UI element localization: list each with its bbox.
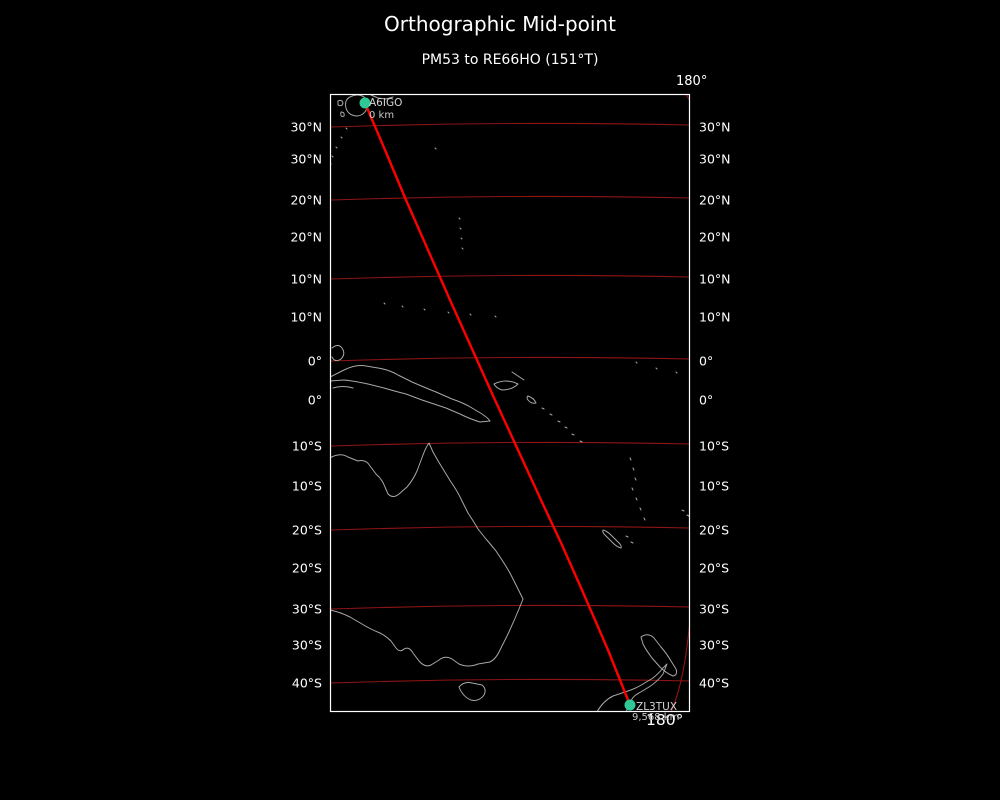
- lat-label-right: 10°S: [699, 438, 730, 454]
- lat-label-right: 30°N: [699, 151, 731, 167]
- page-title: Orthographic Mid-point: [384, 12, 616, 36]
- lat-label-left: 30°N: [290, 151, 322, 167]
- lat-label-left: 0°: [307, 392, 322, 408]
- end-distance-label: 9,568 km: [632, 712, 680, 723]
- graticule-parallel: [330, 122, 690, 128]
- lat-label-left: 30°S: [291, 601, 322, 617]
- lat-label-right: 40°S: [699, 675, 730, 691]
- graticule-parallel: [330, 274, 690, 280]
- lat-label-right: 30°S: [699, 637, 730, 653]
- lat-label-left: 10°N: [290, 309, 322, 325]
- graticule-parallel: [330, 356, 690, 362]
- lat-label-right: 30°N: [699, 119, 731, 135]
- lat-label-left: 20°S: [291, 522, 322, 538]
- graticule-lines: [330, 122, 690, 684]
- end-marker-dot: [624, 699, 636, 711]
- great-circle-path: [363, 102, 632, 706]
- lat-label-right: 20°S: [699, 560, 730, 576]
- meridian-label-top: 180°: [676, 74, 708, 89]
- lat-label-right: 20°N: [699, 192, 731, 208]
- lat-label-right: 30°S: [699, 601, 730, 617]
- lat-label-left: 10°S: [291, 438, 322, 454]
- meridian-label-bottom: 180°: [646, 711, 684, 729]
- start-distance-label: 0 km: [369, 110, 395, 121]
- meridian-180-line: [670, 94, 690, 712]
- lat-label-left: 20°N: [290, 192, 322, 208]
- map-frame: [329, 93, 691, 713]
- end-callsign-label: ZL3TUX: [636, 701, 678, 713]
- graticule-parallel: [330, 441, 690, 447]
- lat-label-left: 30°N: [290, 119, 322, 135]
- lat-label-right: 20°N: [699, 229, 731, 245]
- page-subtitle: PM53 to RE66HO (151°T): [421, 52, 599, 68]
- lat-label-left: 20°S: [291, 560, 322, 576]
- lat-label-left: 30°S: [291, 637, 322, 653]
- lat-label-right: 0°: [699, 353, 714, 369]
- graticule-parallel: [330, 195, 690, 201]
- lat-label-left: 20°N: [290, 229, 322, 245]
- lat-label-left: 10°S: [291, 478, 322, 494]
- lat-label-left: 10°N: [290, 271, 322, 287]
- lat-label-left: 0°: [307, 353, 322, 369]
- graticule-parallel: [330, 525, 690, 531]
- lat-label-right: 0°: [699, 392, 714, 408]
- lat-label-right: 10°S: [699, 478, 730, 494]
- lat-label-right: 20°S: [699, 522, 730, 538]
- coastlines: [330, 94, 690, 712]
- lat-label-right: 10°N: [699, 309, 731, 325]
- start-callsign-label: A6IGO: [369, 97, 403, 109]
- graticule-parallel: [330, 604, 690, 610]
- lat-label-left: 40°S: [291, 675, 322, 691]
- endpoint-markers: [359, 97, 636, 711]
- graticule-parallel: [330, 678, 690, 684]
- start-marker-dot: [359, 97, 371, 109]
- lat-label-right: 10°N: [699, 271, 731, 287]
